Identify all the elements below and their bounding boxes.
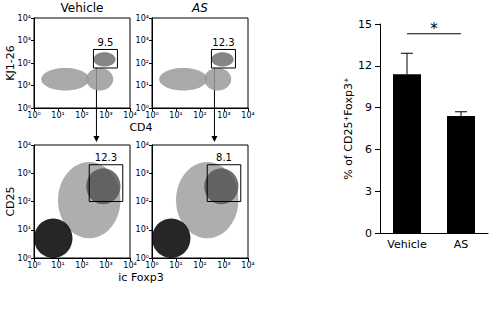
svg-text:CD25: CD25	[4, 186, 17, 216]
svg-text:10⁴: 10⁴	[136, 141, 149, 150]
svg-text:3: 3	[365, 185, 372, 198]
svg-text:10⁰: 10⁰	[27, 261, 40, 270]
svg-text:12.3: 12.3	[212, 37, 234, 48]
svg-text:10²: 10²	[75, 261, 88, 270]
svg-text:*: *	[430, 20, 438, 38]
svg-text:% of CD25⁺Foxp3⁺: % of CD25⁺Foxp3⁺	[342, 77, 355, 180]
svg-text:KJ1-26: KJ1-26	[4, 45, 17, 80]
svg-text:10³: 10³	[99, 111, 112, 120]
svg-text:10⁰: 10⁰	[145, 111, 158, 120]
svg-text:10⁰: 10⁰	[145, 261, 158, 270]
svg-text:10¹: 10¹	[51, 111, 64, 120]
svg-text:AS: AS	[454, 238, 469, 251]
svg-text:15: 15	[358, 18, 372, 31]
svg-text:10⁰: 10⁰	[27, 111, 40, 120]
svg-text:10¹: 10¹	[136, 81, 149, 90]
svg-text:CD4: CD4	[129, 121, 152, 134]
svg-text:10⁴: 10⁴	[241, 261, 254, 270]
svg-text:6: 6	[365, 143, 372, 156]
svg-text:10⁴: 10⁴	[123, 261, 136, 270]
svg-text:10⁰: 10⁰	[135, 253, 149, 263]
svg-text:10⁰: 10⁰	[17, 253, 31, 263]
svg-text:Vehicle: Vehicle	[387, 238, 427, 251]
svg-text:ic Foxp3: ic Foxp3	[118, 271, 163, 284]
svg-text:10¹: 10¹	[169, 111, 182, 120]
svg-text:12: 12	[358, 59, 372, 72]
svg-text:10³: 10³	[18, 36, 31, 45]
svg-text:10²: 10²	[75, 111, 88, 120]
svg-text:10⁰: 10⁰	[17, 103, 31, 113]
svg-text:10³: 10³	[136, 169, 149, 178]
svg-text:10¹: 10¹	[18, 225, 31, 234]
svg-text:AS: AS	[191, 1, 208, 15]
svg-text:10³: 10³	[99, 261, 112, 270]
svg-text:10³: 10³	[217, 261, 230, 270]
svg-text:10³: 10³	[136, 36, 149, 45]
svg-text:10²: 10²	[18, 59, 31, 68]
svg-text:10²: 10²	[136, 197, 149, 206]
svg-text:10¹: 10¹	[51, 261, 64, 270]
svg-text:10²: 10²	[193, 111, 206, 120]
svg-text:10²: 10²	[18, 197, 31, 206]
svg-text:10⁰: 10⁰	[135, 103, 149, 113]
svg-text:10¹: 10¹	[18, 81, 31, 90]
svg-text:10¹: 10¹	[169, 261, 182, 270]
svg-text:10⁴: 10⁴	[241, 111, 254, 120]
svg-text:10³: 10³	[18, 169, 31, 178]
svg-text:9.5: 9.5	[97, 37, 113, 48]
svg-text:0: 0	[365, 227, 372, 240]
svg-text:10⁴: 10⁴	[18, 14, 31, 23]
svg-text:Vehicle: Vehicle	[61, 1, 104, 15]
svg-text:10⁴: 10⁴	[123, 111, 136, 120]
svg-text:10⁴: 10⁴	[136, 14, 149, 23]
svg-text:10²: 10²	[193, 261, 206, 270]
svg-text:10⁴: 10⁴	[18, 141, 31, 150]
svg-text:9: 9	[365, 101, 372, 114]
svg-text:10²: 10²	[136, 59, 149, 68]
svg-text:8.1: 8.1	[216, 152, 232, 163]
svg-text:10³: 10³	[217, 111, 230, 120]
svg-text:12.3: 12.3	[95, 152, 117, 163]
svg-text:10¹: 10¹	[136, 225, 149, 234]
